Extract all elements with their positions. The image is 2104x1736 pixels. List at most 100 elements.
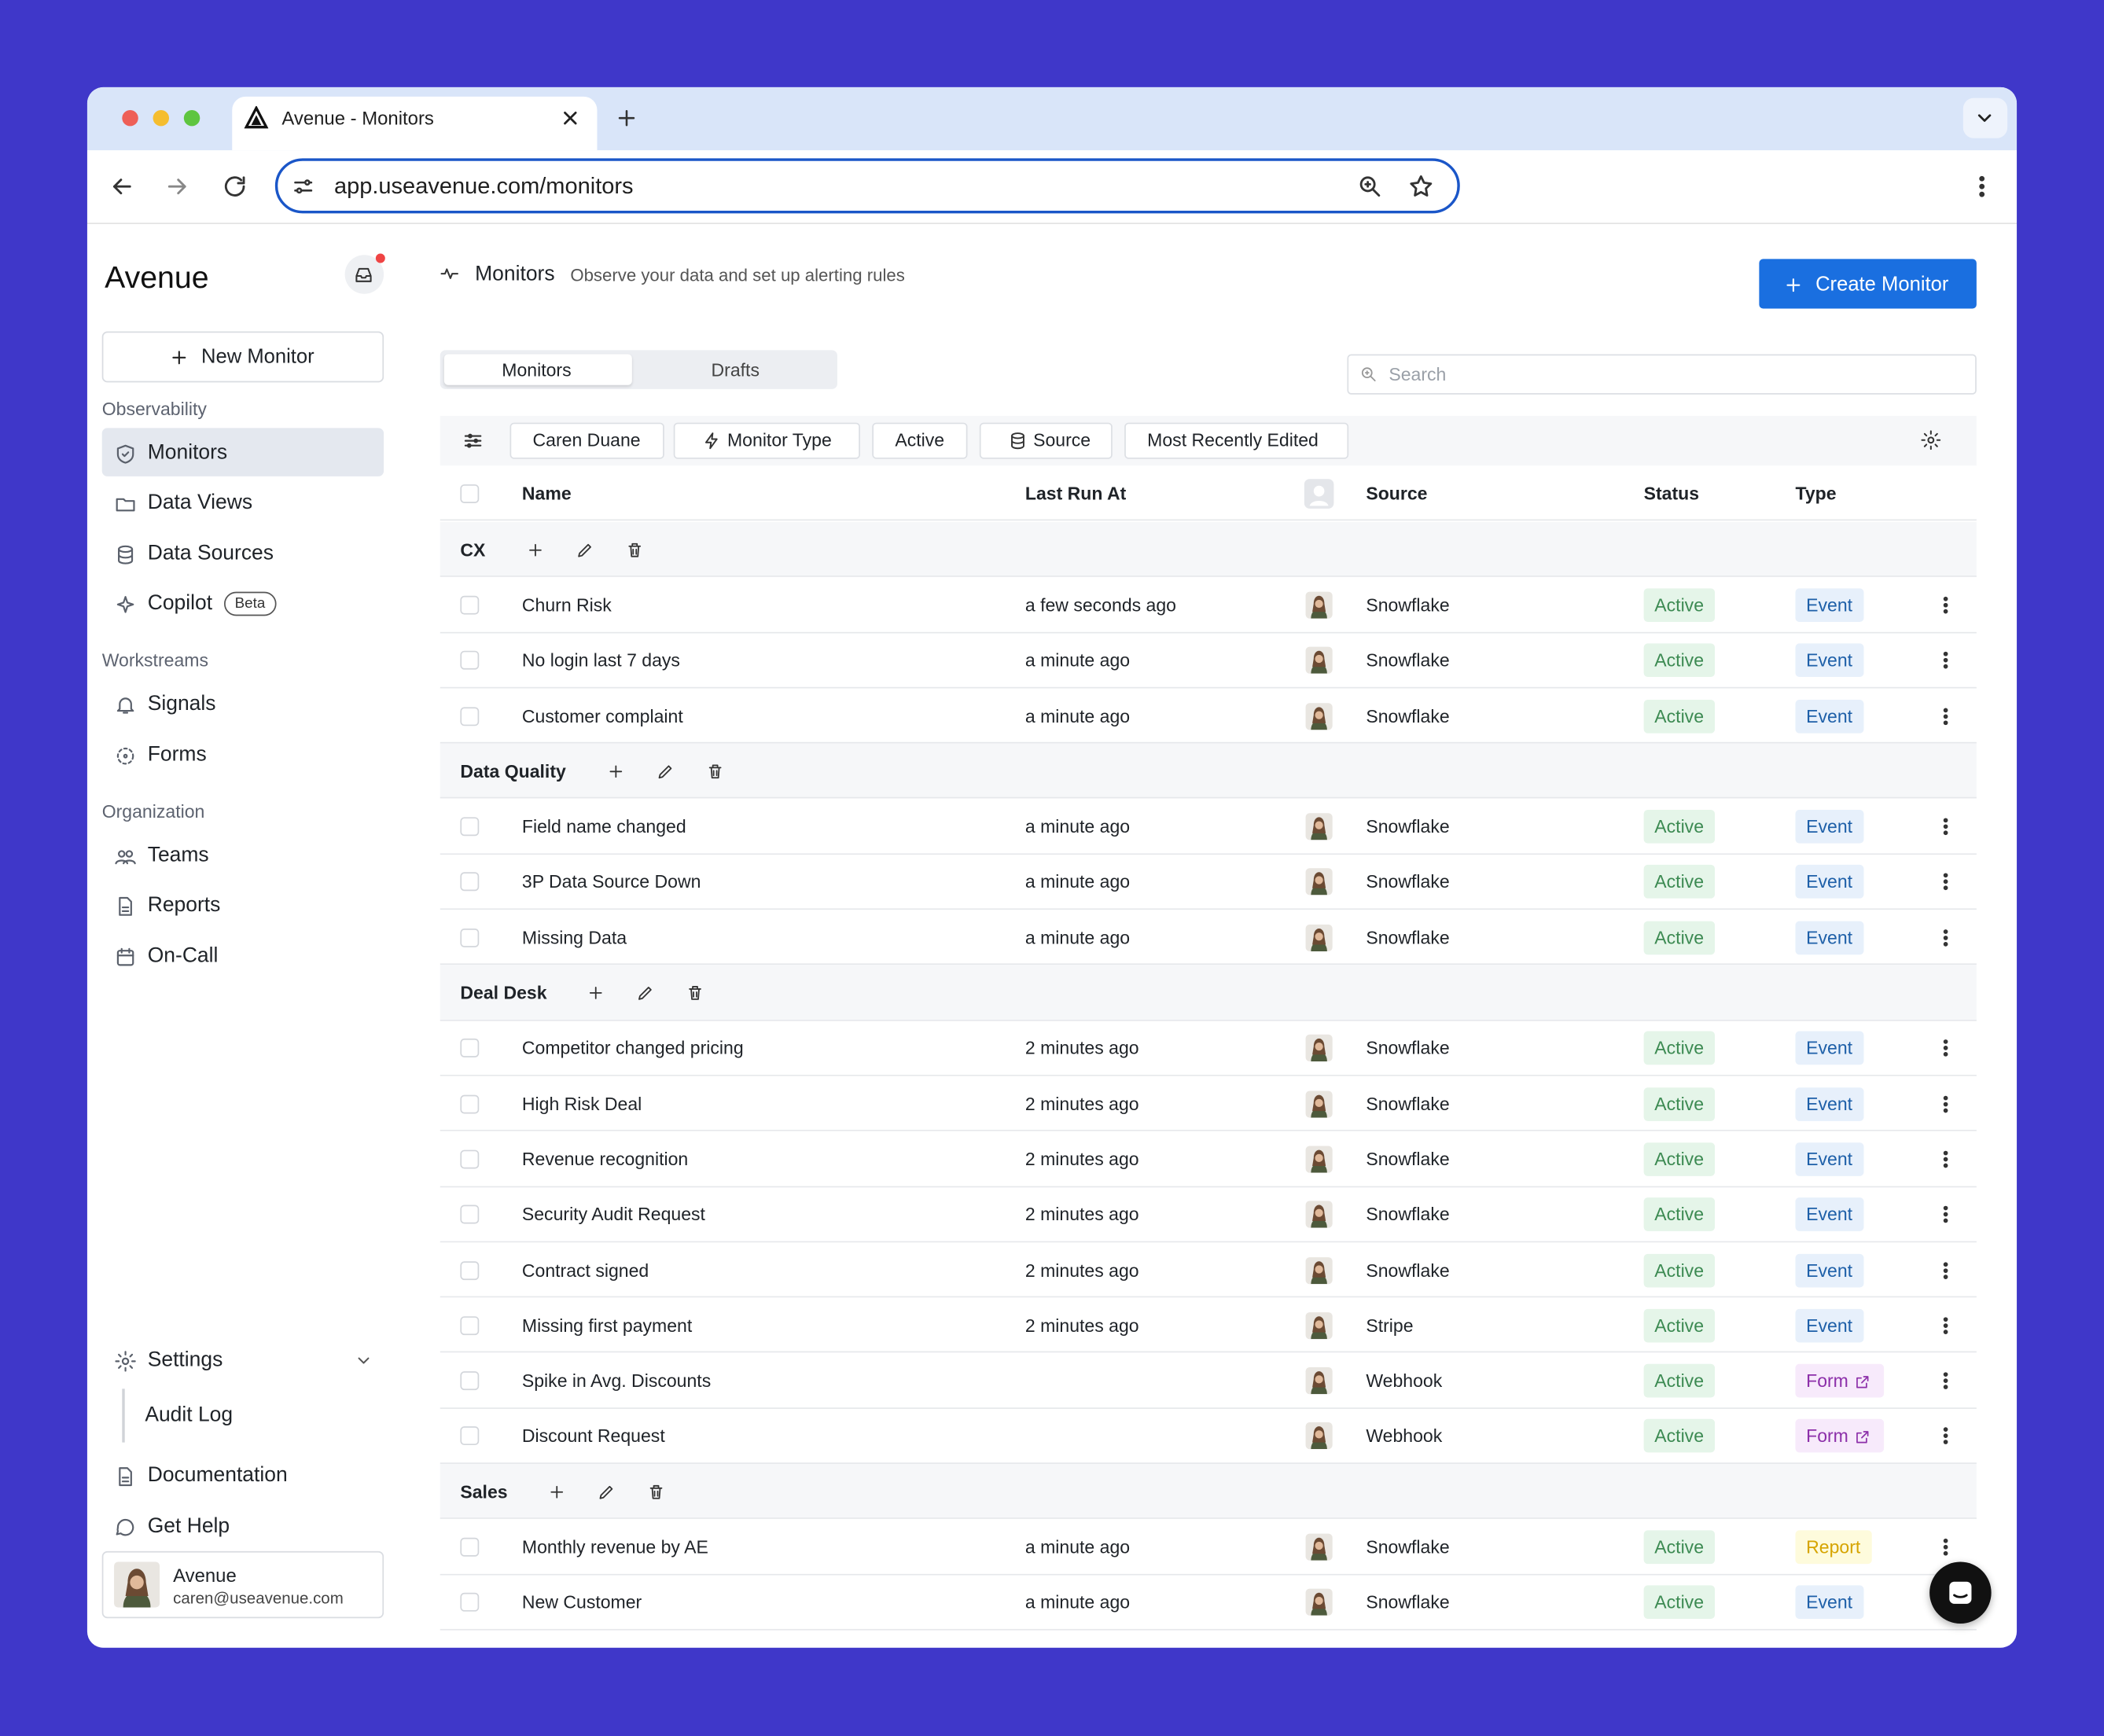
checkbox[interactable] [460,1205,480,1224]
nav-item[interactable]: Monitors [147,441,228,465]
filter-chip[interactable] [979,422,1113,459]
table-row[interactable] [440,1297,1977,1354]
checkbox[interactable] [460,1315,480,1335]
monitor-name[interactable]: Missing first payment [521,1315,693,1336]
monitor-name[interactable]: Field name changed [521,816,686,837]
filter-label[interactable]: Most Recently Edited [1147,429,1319,451]
nav-icon [113,744,136,767]
table-row[interactable] [440,799,1977,855]
table-row[interactable] [440,1076,1977,1132]
monitor-name[interactable]: New Customer [521,1592,642,1613]
table-row[interactable] [440,1353,1977,1409]
monitor-name[interactable]: 3P Data Source Down [521,872,701,892]
create-monitor-label[interactable]: Create Monitor [1815,273,1949,296]
nav-item[interactable]: Data Views [147,491,253,514]
nav-item[interactable]: Teams [147,844,209,867]
checkbox[interactable] [460,595,480,615]
last-run: 2 minutes ago [1024,1038,1139,1059]
type-badge: Event [1795,643,1863,678]
nav-item[interactable]: Signals [147,692,216,715]
table-row[interactable] [440,1186,1977,1243]
nav-item[interactable]: Settings [147,1348,223,1372]
search-box[interactable] [1347,354,1977,395]
last-run: 2 minutes ago [1024,1094,1139,1114]
tab-menu[interactable] [1962,97,2008,138]
checkbox[interactable] [460,1593,480,1613]
status-badge: Active [1643,1530,1715,1565]
monitor-name[interactable]: Contract signed [521,1260,649,1281]
nav-item[interactable]: Audit Log [145,1403,234,1427]
monitor-name[interactable]: Discount Request [521,1426,665,1447]
table-row[interactable] [440,1408,1977,1465]
filter-chip[interactable] [1124,422,1349,459]
checkbox[interactable] [460,873,480,892]
checkbox[interactable] [460,706,480,726]
tab-active[interactable] [443,354,632,385]
filter-label[interactable]: Caren Duane [532,429,641,451]
checkbox[interactable] [460,1149,480,1169]
new-monitor-button[interactable] [101,331,384,383]
nav-item[interactable]: Data Sources [147,542,274,565]
row-menu [1935,871,1956,892]
table-row[interactable] [440,577,1977,633]
table-row[interactable] [440,1519,1977,1576]
new-monitor-label[interactable]: New Monitor [200,345,314,369]
filter-label[interactable]: Source [1033,429,1091,451]
checkbox[interactable] [460,1039,480,1058]
table-row[interactable] [440,1021,1977,1076]
nav-item[interactable]: Documentation [147,1463,288,1487]
monitor-name[interactable]: Missing Data [521,927,627,948]
checkbox[interactable] [460,484,480,503]
checkbox[interactable] [460,928,480,947]
nav-active-bg [101,428,384,476]
table-row[interactable] [440,632,1977,689]
view-tab[interactable]: Monitors [502,360,572,381]
table-row[interactable] [440,1131,1977,1187]
monitor-name[interactable]: High Risk Deal [521,1094,642,1114]
view-tab[interactable]: Drafts [711,360,760,381]
assignee-avatar [1305,1311,1333,1339]
monitor-name[interactable]: Competitor changed pricing [521,1038,744,1059]
filter-chip[interactable] [872,422,968,459]
source: Snowflake [1366,1094,1450,1114]
monitor-name[interactable]: Spike in Avg. Discounts [521,1370,712,1392]
table-row[interactable] [440,1575,1977,1631]
filter-label[interactable]: Active [895,429,945,451]
checkbox[interactable] [460,1426,480,1446]
checkbox[interactable] [460,651,480,671]
group-row [440,521,1977,578]
checkbox[interactable] [460,1371,480,1391]
filter-label[interactable]: Monitor Type [726,429,832,451]
filter-chip[interactable] [509,422,664,459]
filter-chip[interactable] [673,422,860,459]
last-run: a few seconds ago [1024,594,1176,616]
new-monitor-icon [168,347,189,367]
type-badge: Event [1795,921,1863,954]
monitor-name[interactable]: Churn Risk [521,594,612,616]
nav-item[interactable]: Get Help [147,1514,230,1538]
monitor-name[interactable]: Monthly revenue by AE [521,1537,708,1558]
table-row[interactable] [440,910,1977,965]
table-row[interactable] [440,688,1977,744]
table-row[interactable] [440,854,1977,910]
nav-item[interactable]: Forms [147,743,207,767]
monitor-name[interactable]: Revenue recognition [521,1149,689,1170]
table-row[interactable] [440,1242,1977,1298]
row-menu [1935,649,1956,671]
monitor-name[interactable]: Customer complaint [521,705,683,726]
nav-item[interactable]: On-Call [147,944,219,968]
nav-item[interactable]: Reports [147,893,221,917]
tab-close [560,108,581,129]
checkbox[interactable] [460,1094,480,1113]
nav-item[interactable]: Copilot [147,591,213,615]
settings-icon [113,1349,136,1372]
monitor-name[interactable]: No login last 7 days [521,650,680,671]
monitor-name[interactable]: Security Audit Request [521,1205,705,1225]
checkbox[interactable] [460,1537,480,1557]
address-bar[interactable] [274,158,1460,214]
nav-icon [113,844,136,867]
checkbox[interactable] [460,817,480,837]
checkbox[interactable] [460,1260,480,1280]
user-card[interactable] [101,1550,384,1619]
tab[interactable] [232,96,598,151]
